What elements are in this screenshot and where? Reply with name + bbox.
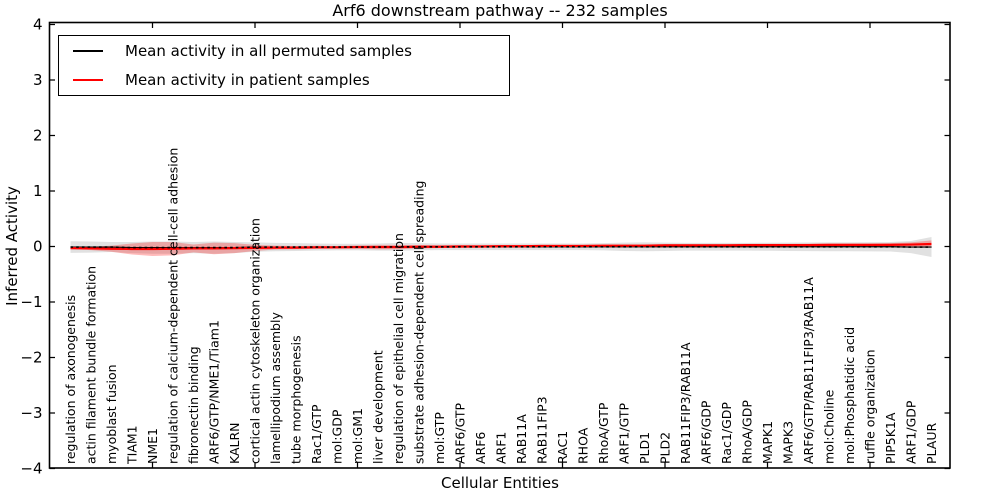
x-tick-label: liver development bbox=[371, 350, 386, 464]
x-tick-label: myoblast fusion bbox=[104, 364, 119, 464]
y-tick-label: 1 bbox=[33, 182, 43, 200]
permuted-mean-dashed-overlay bbox=[70, 245, 932, 249]
y-tick-label: 0 bbox=[33, 238, 43, 256]
x-tick-label: actin filament bundle formation bbox=[84, 266, 99, 464]
x-tick-label: MAPK3 bbox=[781, 421, 796, 464]
x-tick-label: ARF6/GDP bbox=[699, 400, 714, 464]
x-tick-label: RHOA bbox=[576, 427, 591, 464]
x-tick-label: ARF6 bbox=[473, 432, 488, 464]
y-tick-label: −4 bbox=[20, 460, 42, 478]
x-tick-label: regulation of axonogenesis bbox=[63, 295, 78, 464]
axes-frame bbox=[48, 21, 951, 469]
x-tick-label: NME1 bbox=[145, 428, 160, 464]
y-tick-label: 2 bbox=[33, 127, 43, 145]
legend-label-permuted: Mean activity in all permuted samples bbox=[125, 42, 412, 60]
x-tick-label: regulation of calcium-dependent cell-cel… bbox=[166, 148, 181, 464]
x-tick-label: mol:GM1 bbox=[350, 408, 365, 464]
x-tick-label: PLAUR bbox=[924, 423, 939, 464]
x-tick-label: RhoA/GDP bbox=[740, 400, 755, 464]
y-tick-label: −2 bbox=[20, 349, 42, 367]
y-tick-label: 4 bbox=[33, 16, 43, 34]
x-tick-label: mol:GDP bbox=[330, 409, 345, 464]
legend-line-swatch-red bbox=[73, 79, 103, 81]
x-tick-label: TIAM1 bbox=[125, 425, 140, 465]
x-tick-label: mol:GTP bbox=[432, 412, 447, 464]
legend-entry-permuted: Mean activity in all permuted samples bbox=[59, 37, 509, 66]
x-tick-label: lamellipodium assembly bbox=[268, 312, 283, 464]
y-tick-label: −1 bbox=[20, 293, 42, 311]
x-tick-label: ARF6/GTP bbox=[453, 403, 468, 464]
y-tick-label: 3 bbox=[33, 71, 43, 89]
x-tick-label: ruffle organization bbox=[863, 349, 878, 464]
x-tick-label: RAB11FIP3 bbox=[535, 396, 550, 464]
x-tick-label: regulation of epithelial cell migration bbox=[391, 233, 406, 464]
x-tick-label: Rac1/GTP bbox=[309, 404, 324, 464]
x-tick-label: fibronectin binding bbox=[186, 346, 201, 464]
x-tick-label: ARF1/GDP bbox=[904, 400, 919, 464]
x-tick-label: cortical actin cytoskeleton organization bbox=[248, 218, 263, 464]
x-tick-label: ARF1/GTP bbox=[617, 403, 632, 464]
x-tick-label: RhoA/GTP bbox=[596, 402, 611, 464]
x-tick-label: KALRN bbox=[227, 422, 242, 464]
x-tick-label: RAC1 bbox=[555, 431, 570, 464]
x-tick-label: ARF1 bbox=[494, 432, 509, 464]
chart-title: Arf6 downstream pathway -- 232 samples bbox=[332, 1, 668, 20]
x-tick-label: Rac1/GDP bbox=[719, 402, 734, 464]
x-tick-label: ARF6/GTP/NME1/Tiam1 bbox=[207, 320, 222, 464]
legend-label-patient: Mean activity in patient samples bbox=[125, 71, 370, 89]
x-tick-label: mol:Choline bbox=[822, 389, 837, 464]
y-tick-label: −3 bbox=[20, 404, 42, 422]
x-tick-label: PLD2 bbox=[658, 432, 673, 464]
x-tick-label: RAB11A bbox=[514, 414, 529, 464]
x-tick-label: PLD1 bbox=[637, 432, 652, 464]
x-tick-label: substrate adhesion-dependent cell spread… bbox=[412, 181, 427, 464]
x-tick-label: mol:Phosphatidic acid bbox=[842, 327, 857, 464]
legend-entry-patient: Mean activity in patient samples bbox=[59, 66, 509, 95]
x-tick-label: ARF6/GTP/RAB11FIP3/RAB11A bbox=[801, 277, 816, 464]
patient-mean-line bbox=[70, 242, 932, 251]
legend-line-swatch-black bbox=[73, 50, 103, 52]
x-tick-label: MAPK1 bbox=[760, 421, 775, 464]
legend: Mean activity in all permuted samples Me… bbox=[58, 35, 510, 96]
x-tick-label: RAB11FIP3/RAB11A bbox=[678, 342, 693, 464]
y-axis-label: Inferred Activity bbox=[3, 186, 21, 306]
x-tick-label: PIP5K1A bbox=[883, 412, 898, 464]
x-axis-label: Cellular Entities bbox=[441, 474, 559, 492]
patient-std-band bbox=[70, 240, 932, 256]
x-tick-label: tube morphogenesis bbox=[289, 335, 304, 464]
